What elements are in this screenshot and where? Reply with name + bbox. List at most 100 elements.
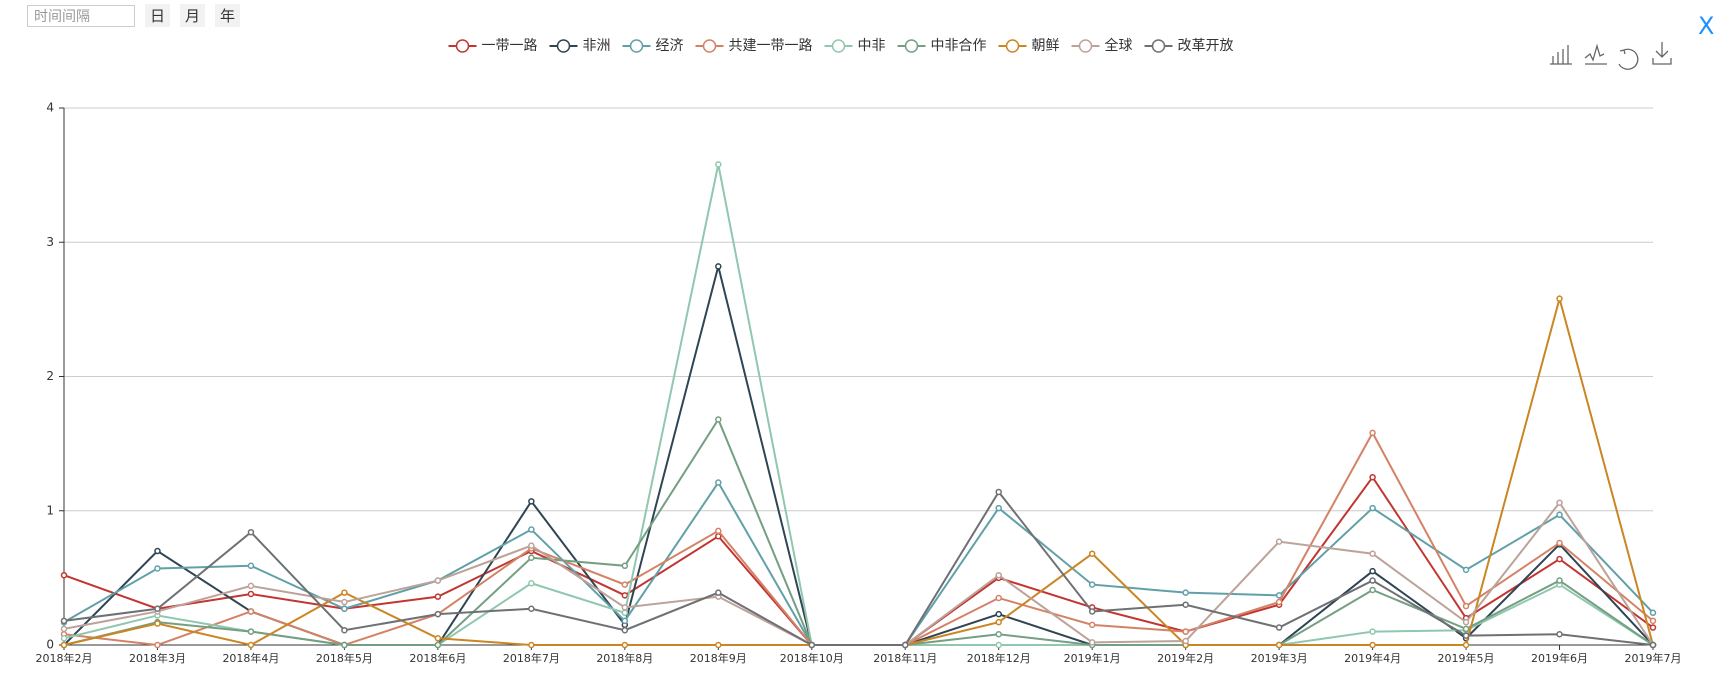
y-tick-label: 2 (46, 369, 54, 383)
point (1462, 602, 1470, 610)
point (715, 161, 722, 168)
year-button[interactable]: 年 (215, 4, 241, 27)
legend-label: 改革开放 (1178, 38, 1234, 54)
legend-label: 中非合作 (931, 38, 987, 54)
point (528, 605, 535, 613)
point (341, 589, 348, 596)
point (1182, 589, 1189, 596)
legend-label: 全球 (1105, 37, 1133, 54)
bar-icon[interactable] (1550, 45, 1572, 65)
point (1088, 550, 1096, 557)
x-tick-label: 2019年2月 (1157, 651, 1214, 665)
save-icon[interactable] (1652, 42, 1672, 65)
point (621, 626, 629, 634)
point (1369, 473, 1376, 481)
point (154, 620, 161, 627)
legend-item[interactable]: 中非合作 (897, 38, 987, 54)
x-tick-label: 2019年4月 (1344, 651, 1401, 665)
point (715, 263, 722, 270)
controls: 时间间隔 日 月 年 (27, 4, 241, 27)
legend-item[interactable]: 经济 (622, 38, 684, 54)
point (1369, 429, 1376, 437)
point (1556, 577, 1563, 584)
point (341, 598, 348, 606)
point (247, 562, 255, 570)
legend-item[interactable]: 共建一带一路 (695, 38, 813, 54)
legend-item[interactable]: 朝鲜 (998, 38, 1060, 54)
x-tick-label: 2019年6月 (1531, 651, 1588, 665)
legend-icon (1005, 39, 1020, 53)
legend-icon (1078, 39, 1093, 53)
point (1369, 586, 1376, 594)
point (154, 565, 161, 572)
legend-item[interactable]: 一带一路 (448, 38, 538, 54)
x-tick-label: 2019年7月 (1625, 651, 1682, 665)
point (621, 604, 629, 611)
legend-item[interactable]: 全球 (1071, 37, 1133, 54)
legend: 一带一路 非洲 经济 共建一带一路 中非 中非合作 朝鲜 全球 改革开放 (448, 37, 1234, 54)
point (60, 625, 68, 633)
point (1182, 637, 1189, 645)
x-tick-label: 2018年10月 (780, 651, 844, 665)
legend-icon (629, 39, 644, 53)
interval-input[interactable]: 时间间隔 (27, 4, 135, 27)
point (995, 571, 1002, 579)
line-icon[interactable] (1584, 43, 1607, 65)
point (715, 589, 722, 596)
x-tick-label: 2019年3月 (1251, 651, 1308, 665)
series-line (63, 294, 1654, 647)
close-button[interactable]: X (1698, 12, 1715, 40)
point (247, 582, 255, 590)
x-tick-label: 2018年11月 (873, 651, 937, 665)
point (247, 628, 255, 635)
series-line (63, 475, 1654, 646)
point (434, 641, 442, 649)
point (1556, 499, 1563, 506)
x-tick-label: 2018年5月 (316, 651, 373, 665)
x-tick-label: 2018年7月 (503, 651, 560, 665)
point (1649, 641, 1657, 649)
point (901, 641, 909, 649)
point (1275, 641, 1283, 649)
series-line (63, 417, 1654, 646)
point (528, 579, 535, 587)
month-button[interactable]: 月 (180, 4, 206, 27)
x-tick-label: 2019年5月 (1438, 651, 1495, 665)
series-line (63, 490, 1654, 646)
series-line (63, 480, 1654, 646)
legend-label: 一带一路 (482, 38, 538, 54)
point (1275, 624, 1283, 631)
point (247, 528, 255, 536)
point (528, 542, 535, 549)
series-line (63, 266, 1654, 646)
legend-label: 经济 (656, 38, 684, 54)
point (434, 610, 442, 618)
legend-icon (904, 39, 919, 53)
point (247, 608, 255, 615)
point (1462, 566, 1470, 574)
point (621, 617, 629, 625)
point (995, 594, 1002, 602)
point (1556, 511, 1563, 519)
point (715, 479, 722, 486)
legend-item[interactable]: 中非 (824, 38, 886, 54)
point (1369, 641, 1376, 649)
point (1556, 539, 1563, 547)
x-tick-label: 2019年1月 (1064, 651, 1121, 665)
point (1369, 550, 1376, 557)
day-button[interactable]: 日 (145, 4, 171, 27)
series-line (63, 500, 1654, 646)
point (621, 562, 629, 570)
point (715, 416, 722, 423)
point (341, 641, 348, 649)
x-tick-label: 2018年8月 (596, 651, 653, 665)
point (1275, 538, 1283, 545)
legend-icon (831, 39, 846, 53)
point (434, 635, 442, 642)
legend-item[interactable]: 非洲 (549, 38, 611, 54)
restore-icon[interactable] (1618, 48, 1639, 70)
point (995, 631, 1002, 638)
y-tick-label: 0 (46, 638, 54, 652)
legend-item[interactable]: 改革开放 (1144, 38, 1234, 54)
point (995, 618, 1002, 626)
